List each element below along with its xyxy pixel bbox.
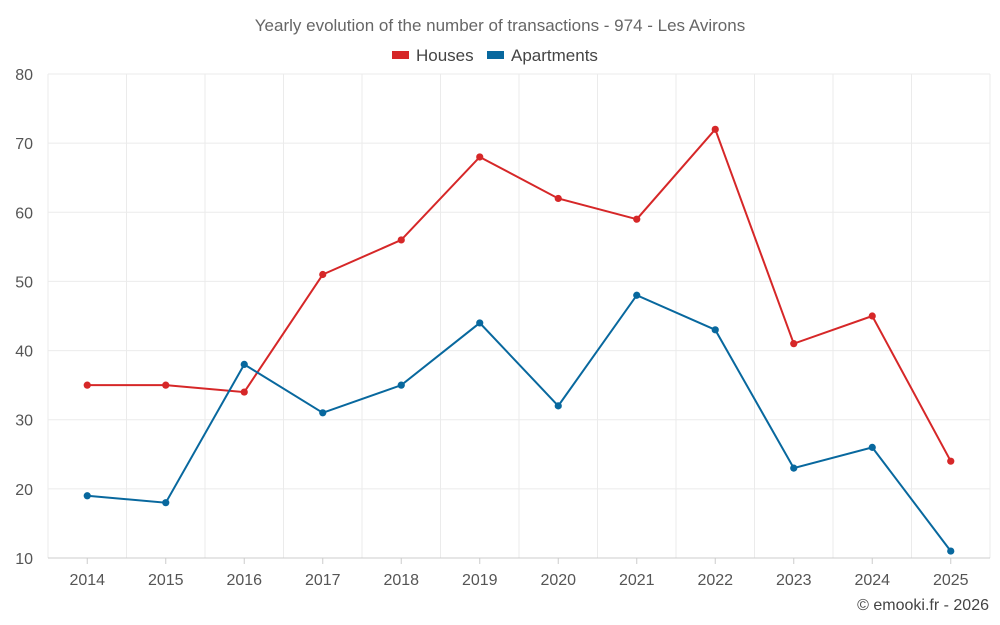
x-tick-label-2015: 2015 bbox=[148, 572, 184, 589]
series-lines bbox=[87, 127, 952, 552]
vertical-gridlines bbox=[47, 74, 991, 558]
point-apartments-2020[interactable] bbox=[554, 402, 562, 410]
point-houses-2019[interactable] bbox=[476, 153, 484, 161]
y-tick-label-30: 30 bbox=[15, 413, 33, 430]
x-tick-label-2016: 2016 bbox=[226, 572, 262, 589]
y-tick-label-10: 10 bbox=[15, 551, 33, 568]
legend: Houses Apartments bbox=[392, 46, 598, 65]
point-apartments-2023[interactable] bbox=[790, 464, 798, 472]
y-tick-label-20: 20 bbox=[15, 482, 33, 499]
x-tick-label-2018: 2018 bbox=[383, 572, 419, 589]
x-tick-label-2021: 2021 bbox=[619, 572, 655, 589]
y-tick-label-50: 50 bbox=[15, 274, 33, 291]
y-tick-label-80: 80 bbox=[15, 67, 33, 84]
legend-swatch-apartments bbox=[487, 51, 504, 59]
legend-swatch-houses bbox=[392, 51, 409, 59]
point-apartments-2014[interactable] bbox=[83, 492, 91, 500]
point-apartments-2019[interactable] bbox=[476, 319, 484, 327]
point-houses-2022[interactable] bbox=[711, 125, 719, 133]
x-tick-label-2024: 2024 bbox=[854, 572, 890, 589]
x-axis-ticks: 2014 2015 2016 2017 2018 2019 2020 2021 2022 2023… bbox=[69, 558, 969, 589]
point-houses-2023[interactable] bbox=[790, 340, 798, 348]
y-axis-ticks: 10 20 30 40 50 60 70 80 bbox=[15, 67, 33, 568]
point-apartments-2015[interactable] bbox=[162, 499, 170, 507]
point-houses-2016[interactable] bbox=[240, 388, 248, 396]
chart-title: Yearly evolution of the number of transa… bbox=[255, 16, 745, 35]
point-apartments-2022[interactable] bbox=[711, 326, 719, 334]
point-apartments-2021[interactable] bbox=[633, 291, 641, 299]
point-houses-2015[interactable] bbox=[162, 381, 170, 389]
point-apartments-2024[interactable] bbox=[868, 443, 876, 451]
point-houses-2020[interactable] bbox=[554, 194, 562, 203]
x-tick-label-2020: 2020 bbox=[540, 572, 576, 589]
series-line-houses bbox=[87, 127, 952, 462]
series-line-apartments bbox=[87, 294, 952, 552]
point-apartments-2018[interactable] bbox=[397, 381, 405, 389]
point-houses-2017[interactable] bbox=[319, 270, 327, 279]
point-apartments-2025[interactable] bbox=[947, 547, 955, 555]
point-houses-2018[interactable] bbox=[397, 236, 405, 244]
credit-text: © emooki.fr - 2026 bbox=[857, 597, 989, 614]
x-tick-label-2025: 2025 bbox=[933, 572, 969, 589]
point-houses-2014[interactable] bbox=[83, 381, 91, 389]
y-tick-label-70: 70 bbox=[15, 136, 33, 153]
point-apartments-2016[interactable] bbox=[240, 360, 248, 368]
y-tick-label-40: 40 bbox=[15, 344, 33, 361]
x-tick-label-2014: 2014 bbox=[69, 572, 105, 589]
point-apartments-2017[interactable] bbox=[319, 409, 327, 417]
series-points bbox=[83, 125, 955, 555]
x-tick-label-2019: 2019 bbox=[462, 572, 498, 589]
x-tick-label-2017: 2017 bbox=[305, 572, 341, 589]
point-houses-2021[interactable] bbox=[633, 215, 641, 223]
point-houses-2024[interactable] bbox=[868, 312, 876, 320]
legend-label-apartments[interactable]: Apartments bbox=[511, 46, 598, 65]
point-houses-2025[interactable] bbox=[947, 457, 955, 465]
x-tick-label-2022: 2022 bbox=[697, 572, 733, 589]
x-tick-label-2023: 2023 bbox=[776, 572, 812, 589]
legend-label-houses[interactable]: Houses bbox=[416, 46, 474, 65]
horizontal-gridlines bbox=[48, 73, 990, 490]
y-tick-label-60: 60 bbox=[15, 205, 33, 222]
